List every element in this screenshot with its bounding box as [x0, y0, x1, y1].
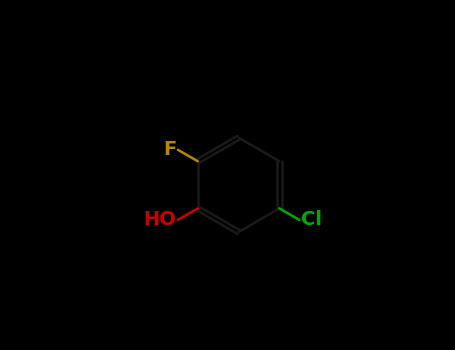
Text: F: F	[163, 140, 177, 159]
Text: HO: HO	[144, 210, 177, 229]
Text: Cl: Cl	[301, 210, 322, 229]
